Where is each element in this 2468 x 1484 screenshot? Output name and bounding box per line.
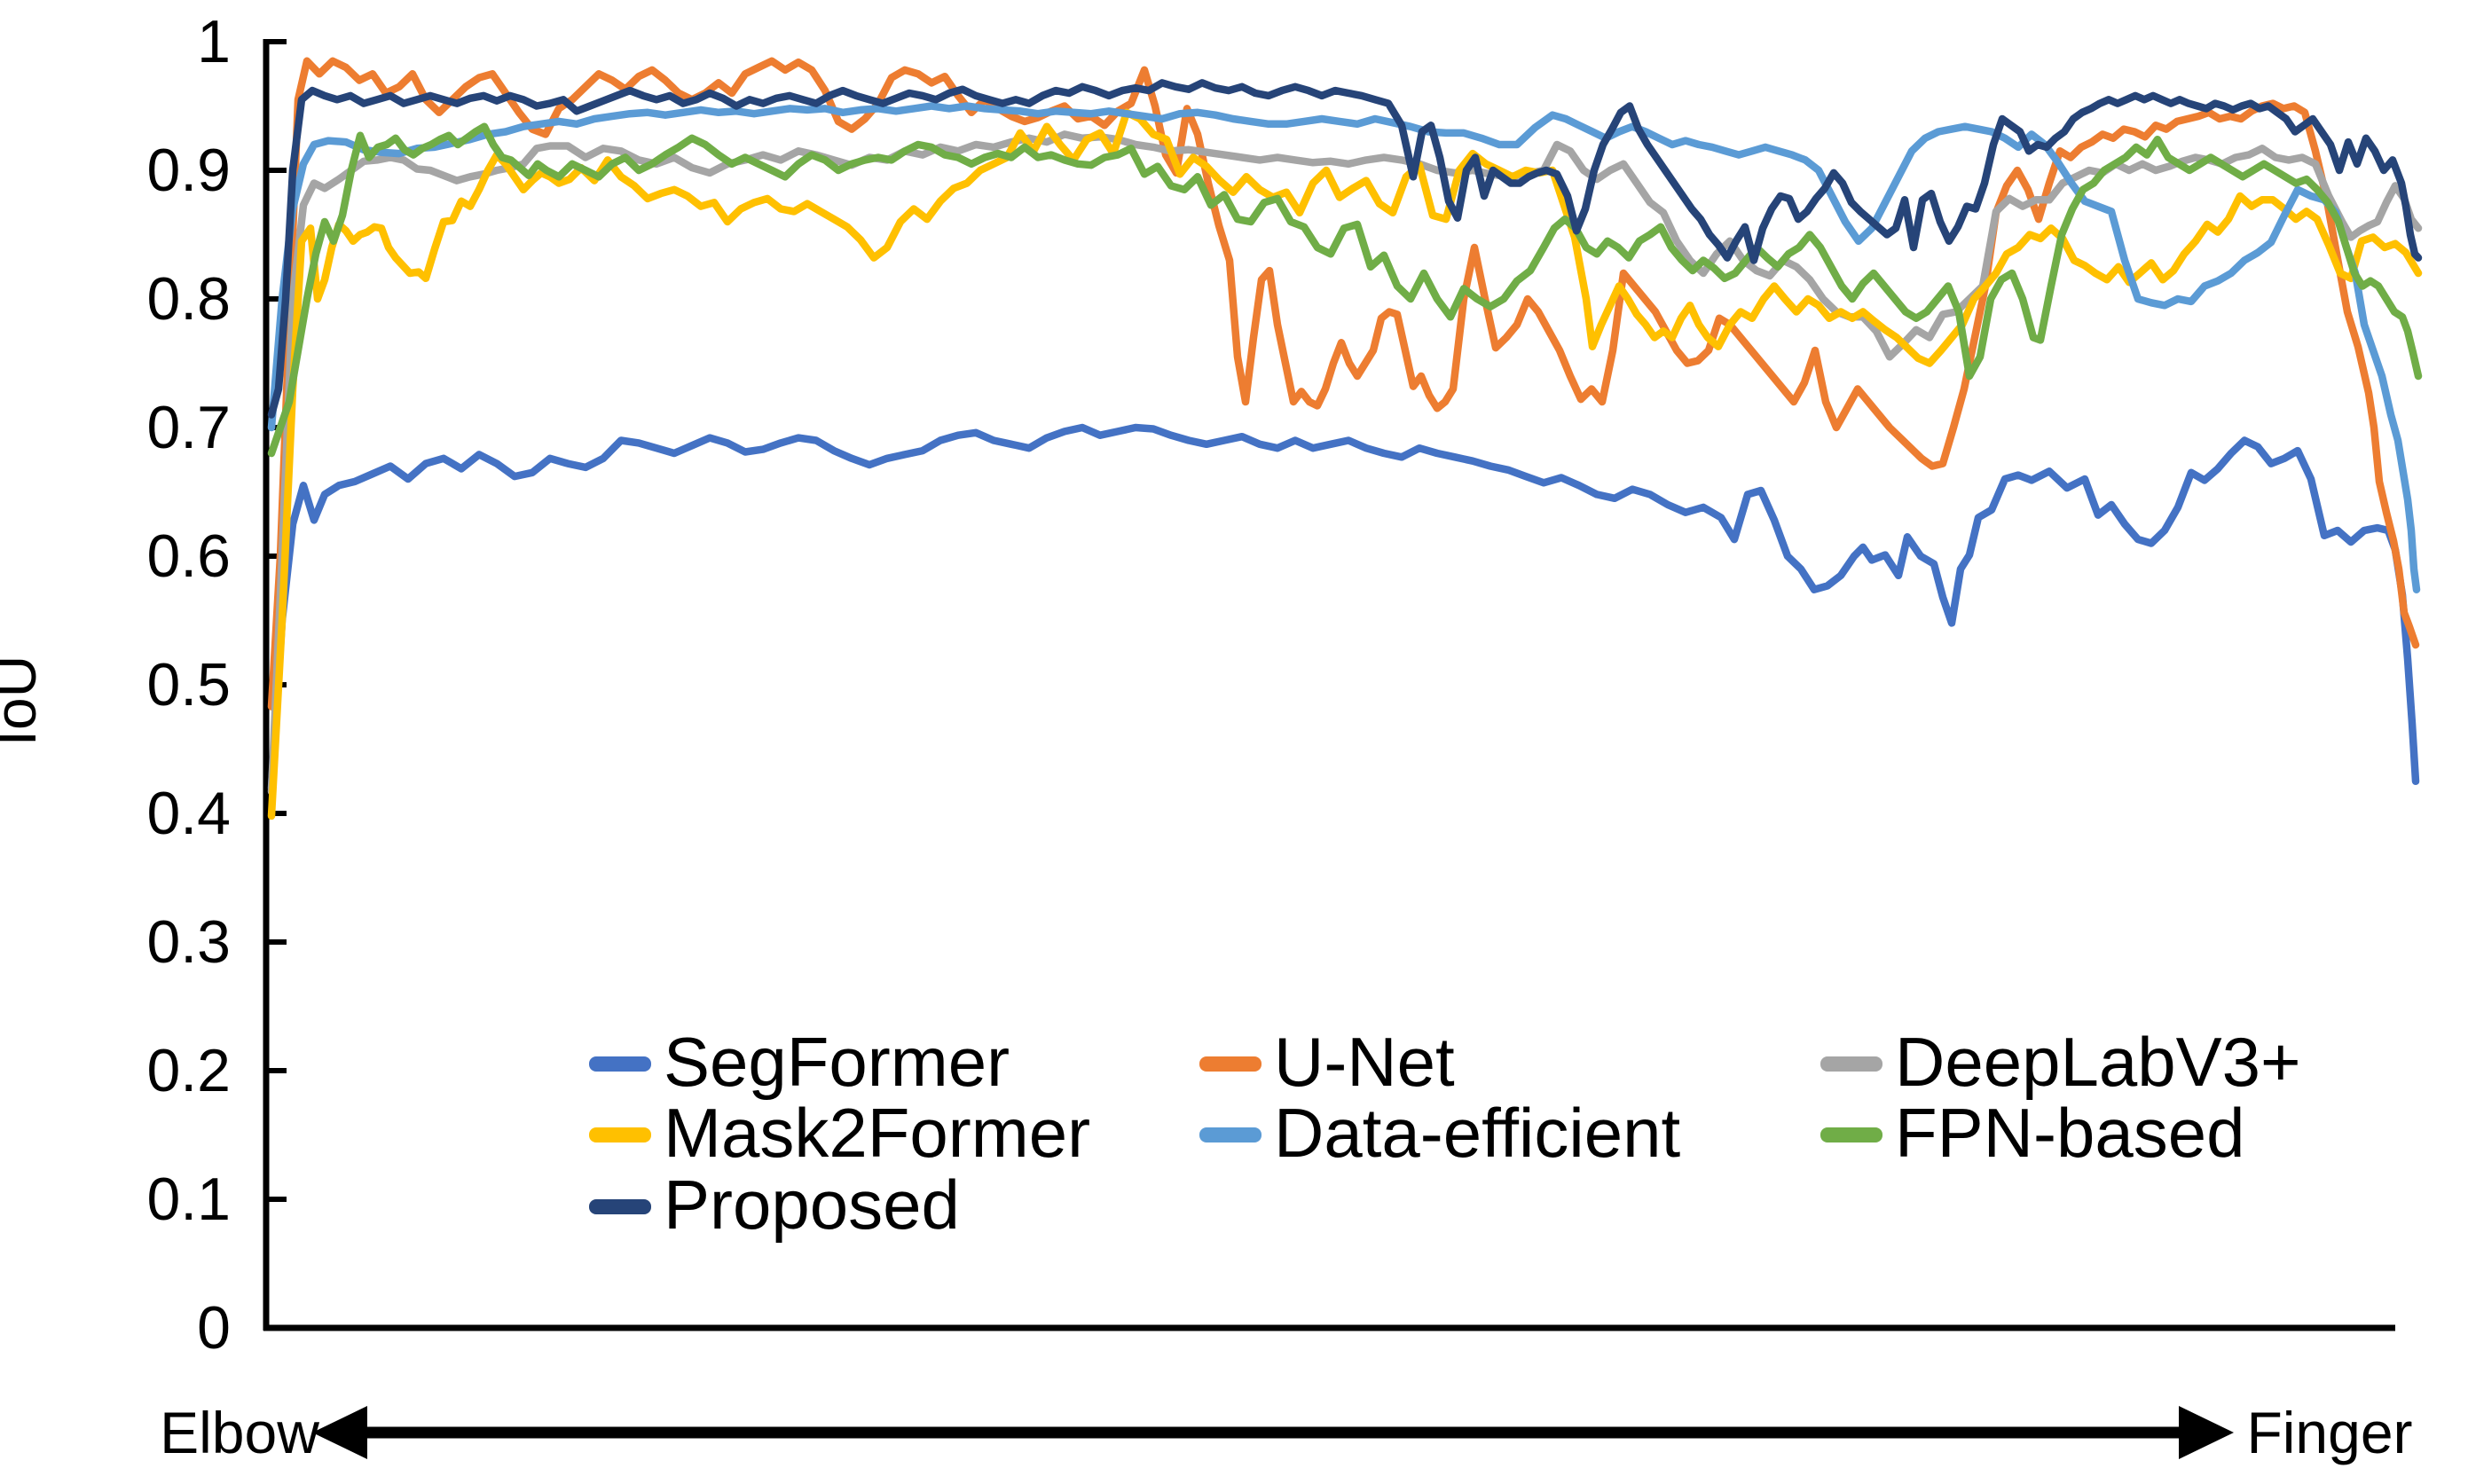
y-tick-label-10: 1 (197, 8, 231, 75)
x-axis-label-finger: Finger (2246, 1400, 2412, 1465)
legend-item-deeplabv3plus: DeepLabV3+ (1820, 1023, 2301, 1101)
legend-swatch-proposed-icon (589, 1199, 651, 1214)
legend-item-unet: U-Net (1199, 1023, 1455, 1101)
legend-label-unet: U-Net (1274, 1023, 1455, 1101)
legend-label-mask2former: Mask2Former (664, 1094, 1090, 1172)
legend-swatch-data-efficient-icon (1199, 1127, 1262, 1142)
y-axis: 1 0.9 0.8 0.7 0.6 0.5 0.4 0.3 0.2 0.1 0 … (0, 8, 287, 1362)
y-tick-label-06: 0.6 (146, 522, 231, 590)
legend-item-data-efficient: Data-efficient (1199, 1094, 1680, 1172)
y-tick-label-02: 0.2 (146, 1037, 231, 1104)
arrowhead-left-icon (312, 1406, 367, 1459)
legend-label-data-efficient: Data-efficient (1274, 1094, 1680, 1172)
legend: SegFormer U-Net DeepLabV3+ Mask2Former D… (589, 1023, 2301, 1244)
series-lines (267, 57, 2423, 821)
series-proposed (267, 79, 2423, 419)
legend-swatch-mask2former-icon (589, 1127, 651, 1142)
legend-swatch-segformer-icon (589, 1056, 651, 1072)
legend-item-segformer: SegFormer (589, 1023, 1010, 1101)
legend-label-fpn-based: FPN-based (1895, 1094, 2245, 1172)
series-segformer (267, 423, 2420, 792)
y-tick-label-00: 0 (197, 1294, 231, 1362)
x-direction-indicator: Elbow Finger (160, 1400, 2412, 1465)
y-tick-label-08: 0.8 (146, 265, 231, 333)
legend-label-deeplabv3plus: DeepLabV3+ (1895, 1023, 2301, 1101)
y-tick-label-09: 0.9 (146, 137, 231, 204)
x-axis-label-elbow: Elbow (160, 1400, 319, 1465)
y-tick-label-07: 0.7 (146, 394, 231, 461)
y-axis-title: IoU (0, 656, 48, 747)
series-unet (267, 57, 2420, 711)
legend-item-mask2former: Mask2Former (589, 1094, 1090, 1172)
series-data-efficient (267, 102, 2421, 593)
y-tick-label-01: 0.1 (146, 1166, 231, 1233)
legend-item-fpn-based: FPN-based (1820, 1094, 2245, 1172)
legend-item-proposed: Proposed (589, 1166, 960, 1244)
legend-swatch-unet-icon (1199, 1056, 1262, 1072)
legend-label-segformer: SegFormer (664, 1023, 1010, 1101)
y-tick-label-05: 0.5 (146, 651, 231, 718)
legend-swatch-fpn-based-icon (1820, 1127, 1882, 1142)
series-fpn-based (267, 122, 2423, 458)
series-mask2former (267, 108, 2423, 821)
y-tick-label-03: 0.3 (146, 908, 231, 976)
y-tick-label-04: 0.4 (146, 780, 231, 847)
legend-swatch-deeplabv3plus-icon (1820, 1056, 1882, 1072)
legend-label-proposed: Proposed (664, 1166, 960, 1244)
arrowhead-right-icon (2179, 1406, 2234, 1459)
